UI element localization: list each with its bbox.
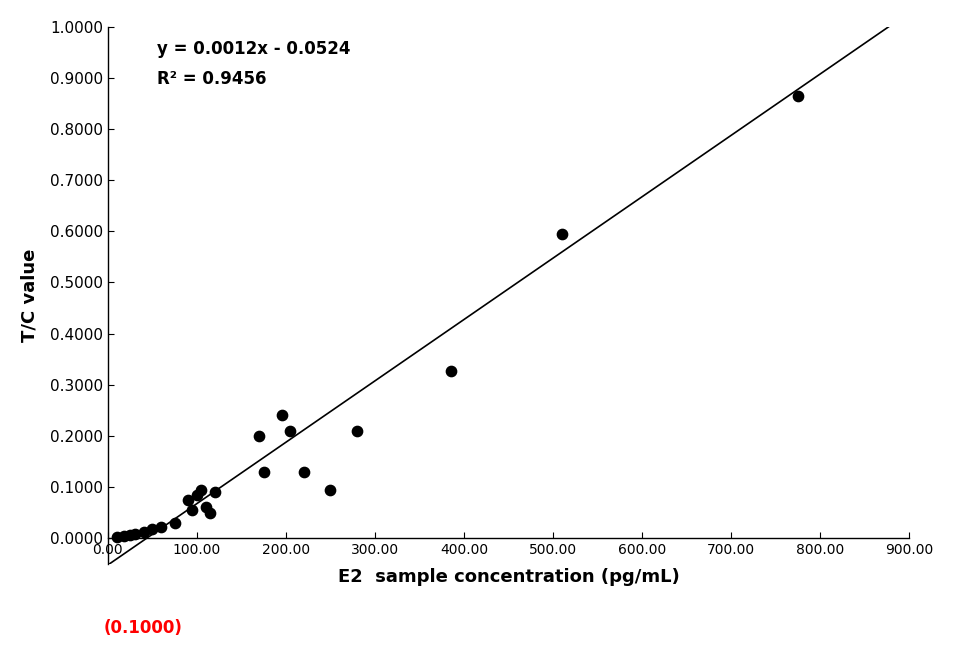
Point [252, 430, 267, 441]
Point [274, 410, 289, 421]
Point [295, 466, 311, 477]
Point [255, 466, 271, 477]
Point [322, 485, 337, 495]
Text: (0.1000): (0.1000) [104, 619, 183, 638]
Point [193, 485, 209, 495]
Point [789, 91, 804, 101]
Point [202, 508, 217, 518]
Point [122, 529, 137, 540]
Y-axis label: T/C value: T/C value [21, 249, 39, 342]
Point [349, 426, 364, 436]
Point [282, 426, 297, 436]
Point [167, 517, 182, 528]
Point [207, 487, 222, 497]
Point [180, 494, 195, 505]
Point [116, 530, 132, 541]
Point [442, 366, 457, 376]
Point [185, 505, 200, 515]
Text: y = 0.0012x - 0.0524: y = 0.0012x - 0.0524 [156, 40, 350, 58]
Point [109, 532, 124, 542]
Point [145, 524, 160, 534]
Point [554, 229, 569, 239]
X-axis label: E2  sample concentration (pg/mL): E2 sample concentration (pg/mL) [337, 568, 679, 586]
Point [127, 529, 142, 540]
Point [135, 526, 151, 537]
Point [189, 489, 204, 500]
Text: R² = 0.9456: R² = 0.9456 [156, 70, 266, 88]
Point [198, 502, 213, 513]
Point [153, 522, 169, 532]
